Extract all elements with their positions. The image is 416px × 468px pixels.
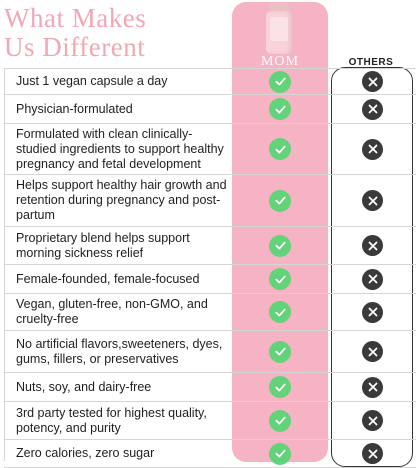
check-circle-icon — [269, 234, 291, 257]
feature-text: Just 1 vegan capsule a day — [16, 74, 168, 88]
x-circle-icon — [362, 341, 383, 362]
table-row: Helps support healthy hair growth and re… — [4, 174, 416, 226]
page-title: What Makes Us Different — [4, 4, 146, 62]
check-circle-icon — [269, 301, 291, 323]
feature-text: Female-founded, female-focused — [16, 271, 200, 286]
feature-text: Physician-formulated — [16, 101, 133, 116]
check-circle-icon — [269, 442, 291, 465]
table-row: Nuts, soy, and dairy-free — [4, 372, 416, 401]
table-row: Female-founded, female-focused — [4, 264, 416, 293]
feature-text: Helps support healthy hair growth and re… — [16, 178, 227, 222]
feature-text: Vegan, gluten-free, non-GMO, and cruelty… — [16, 297, 208, 326]
x-circle-icon — [362, 138, 383, 160]
check-circle-icon — [269, 138, 291, 160]
x-circle-icon — [362, 410, 383, 431]
table-row: Just 1 vegan capsule a day — [4, 68, 416, 94]
check-circle-icon — [269, 376, 291, 398]
table-row: No artificial flavors,sweeteners, dyes, … — [4, 330, 416, 372]
x-circle-icon — [362, 235, 383, 256]
x-circle-icon — [362, 71, 383, 92]
x-circle-icon — [362, 98, 383, 120]
feature-text: No artificial flavors,sweeteners, dyes, … — [16, 336, 223, 366]
table-row: Vegan, gluten-free, non-GMO, and cruelty… — [4, 293, 416, 330]
check-circle-icon — [269, 268, 291, 290]
x-circle-icon — [362, 268, 383, 290]
title-line-2: Us Different — [4, 32, 146, 62]
check-circle-icon — [269, 340, 291, 363]
x-circle-icon — [362, 376, 383, 398]
table-row: Formulated with clean clinically-studied… — [4, 123, 416, 174]
table-row: Proprietary blend helps support morning … — [4, 226, 416, 264]
brand-column-header: MOM — [260, 54, 299, 69]
x-circle-icon — [362, 443, 383, 464]
table-row: 3rd party tested for highest quality, po… — [4, 401, 416, 439]
feature-text: Proprietary blend helps support morning … — [16, 230, 190, 260]
check-circle-icon — [269, 409, 291, 432]
feature-text: Formulated with clean clinically-studied… — [16, 126, 224, 171]
x-circle-icon — [362, 190, 383, 211]
table-row: Physician-formulated — [4, 94, 416, 123]
supplement-bottle-icon — [266, 3, 292, 54]
table-row: Zero calories, zero sugar — [4, 439, 416, 468]
x-circle-icon — [362, 301, 383, 323]
feature-text: Zero calories, zero sugar — [16, 446, 155, 460]
check-circle-icon — [269, 189, 291, 212]
check-circle-icon — [269, 70, 291, 93]
check-circle-icon — [269, 98, 291, 120]
feature-text: 3rd party tested for highest quality, po… — [16, 405, 207, 435]
comparison-table: Just 1 vegan capsule a day Physician-form… — [4, 68, 416, 468]
title-line-1: What Makes — [4, 3, 147, 33]
feature-text: Nuts, soy, and dairy-free — [16, 379, 152, 394]
others-column-header: OTHERS — [348, 57, 394, 68]
